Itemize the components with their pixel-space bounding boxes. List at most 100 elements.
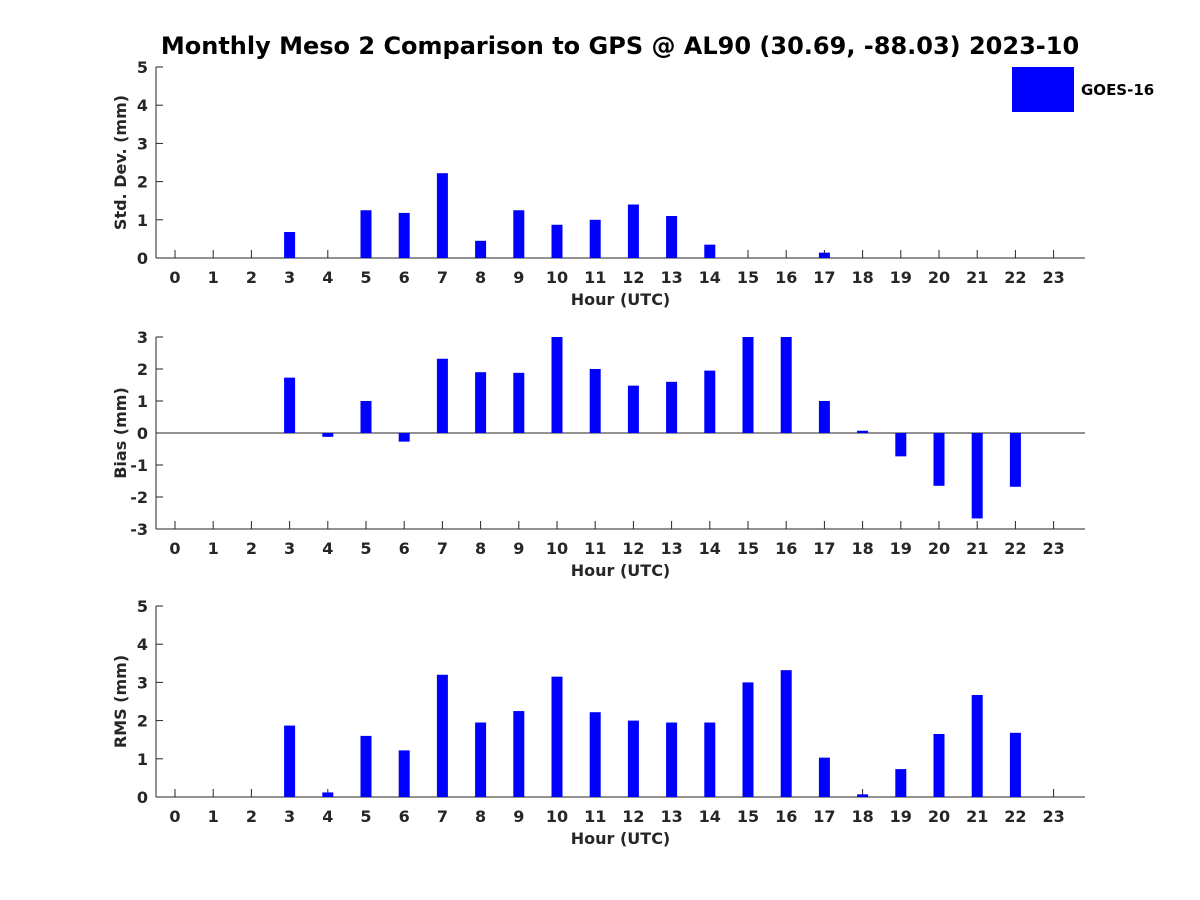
x-tick-label: 12 [622,268,644,287]
x-tick-label: 4 [322,268,333,287]
x-tick-label: 2 [246,807,257,826]
x-tick-label: 3 [284,539,295,558]
bar [475,722,487,797]
bar [1009,732,1021,797]
bar [627,720,639,797]
x-tick-label: 15 [737,807,759,826]
x-tick-label: 14 [699,807,721,826]
bar [398,750,410,797]
x-tick-label: 17 [813,268,835,287]
bar [322,792,334,797]
y-tick-label: 1 [137,211,148,230]
x-tick-label: 9 [513,807,524,826]
x-tick-label: 18 [851,268,873,287]
x-tick-label: 12 [622,539,644,558]
x-tick-label: 23 [1042,539,1064,558]
x-tick-label: 8 [475,539,486,558]
x-tick-label: 23 [1042,807,1064,826]
x-tick-label: 13 [660,539,682,558]
bar [513,210,525,258]
bar [895,769,907,797]
bar [857,430,869,433]
x-axis-label: Hour (UTC) [571,290,671,309]
x-tick-label: 3 [284,807,295,826]
x-tick-label: 10 [546,807,568,826]
x-tick-label: 18 [851,807,873,826]
bar [742,682,754,797]
bar [360,401,372,433]
y-tick-label: -3 [130,520,148,539]
x-tick-label: 22 [1004,268,1026,287]
bar [284,232,296,258]
x-tick-label: 20 [928,268,950,287]
bar [551,337,563,433]
bar [933,733,945,797]
x-tick-label: 17 [813,539,835,558]
x-tick-label: 0 [169,539,180,558]
y-tick-label: -2 [130,488,148,507]
bar [780,337,792,433]
x-tick-label: 1 [208,539,219,558]
x-tick-label: 16 [775,539,797,558]
y-tick-label: 2 [137,173,148,192]
x-tick-label: 11 [584,807,606,826]
bar [589,712,601,797]
x-tick-label: 12 [622,807,644,826]
chart-title: Monthly Meso 2 Comparison to GPS @ AL90 … [161,32,1079,60]
x-tick-label: 7 [437,807,448,826]
x-axis-label: Hour (UTC) [571,829,671,848]
bar [1009,433,1021,487]
bar [971,433,983,519]
x-tick-label: 23 [1042,268,1064,287]
x-tick-label: 6 [399,539,410,558]
bar [818,757,830,797]
x-tick-label: 4 [322,539,333,558]
y-tick-label: 0 [137,424,148,443]
bar [933,433,945,486]
x-tick-label: 11 [584,268,606,287]
x-tick-label: 20 [928,539,950,558]
x-tick-label: 22 [1004,807,1026,826]
bar [513,372,525,433]
x-tick-label: 10 [546,539,568,558]
x-tick-label: 21 [966,539,988,558]
bar [704,370,716,433]
bar [513,711,525,797]
x-tick-label: 8 [475,268,486,287]
legend: GOES-16 [1012,67,1154,112]
x-tick-label: 21 [966,268,988,287]
bar [666,381,678,433]
x-tick-label: 9 [513,539,524,558]
x-tick-label: 5 [360,268,371,287]
y-axis-label: Std. Dev. (mm) [111,95,130,230]
x-tick-label: 20 [928,807,950,826]
bar [971,695,983,797]
y-axis-label: Bias (mm) [111,387,130,479]
bar [475,372,487,433]
y-tick-label: -1 [130,456,148,475]
bar [551,224,563,258]
x-tick-label: 6 [399,807,410,826]
x-tick-label: 1 [208,807,219,826]
x-tick-label: 0 [169,807,180,826]
y-tick-label: 3 [137,134,148,153]
x-tick-label: 10 [546,268,568,287]
bar [284,725,296,797]
bar [704,244,716,258]
y-axis-label: RMS (mm) [111,655,130,748]
y-tick-label: 4 [137,635,148,654]
bar [436,674,448,797]
x-tick-label: 16 [775,807,797,826]
y-tick-label: 3 [137,673,148,692]
x-tick-label: 7 [437,268,448,287]
bar [322,433,334,437]
x-tick-label: 6 [399,268,410,287]
x-tick-label: 7 [437,539,448,558]
bar [284,377,296,433]
x-tick-label: 17 [813,807,835,826]
x-tick-label: 2 [246,539,257,558]
x-tick-label: 19 [890,268,912,287]
y-tick-label: 2 [137,360,148,379]
bar [818,401,830,433]
